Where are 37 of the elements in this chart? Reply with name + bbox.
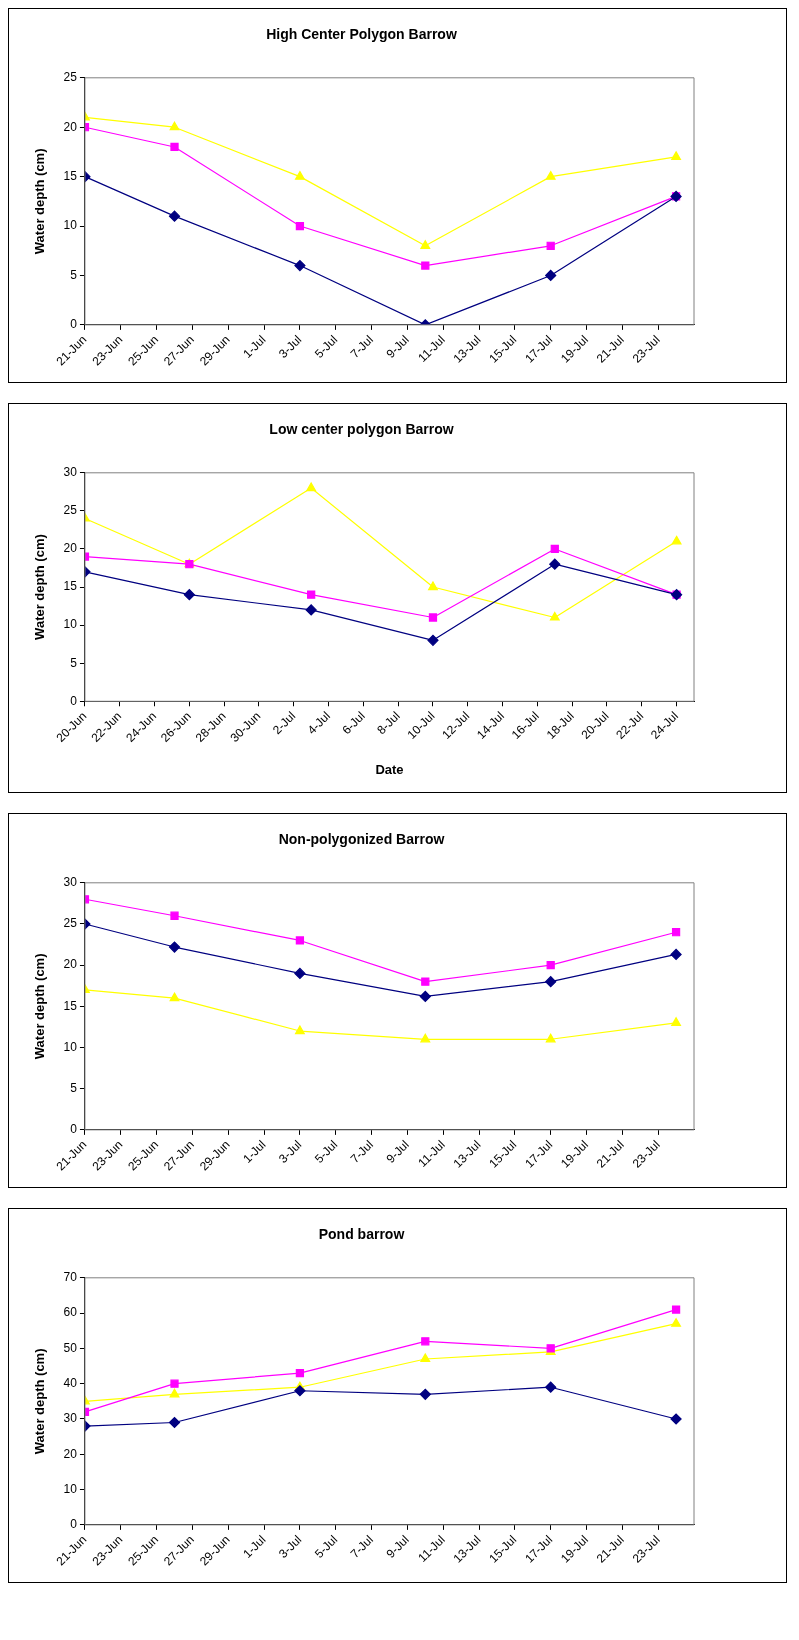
y-tick-label: 0 <box>70 1122 78 1137</box>
y-tick-label: 5 <box>70 655 78 670</box>
y-axis-title: Water depth (cm) <box>32 953 48 1060</box>
y-tick-label: 30 <box>63 465 78 480</box>
chart-title: Low center polygon Barrow <box>269 421 454 438</box>
y-tick-label: 30 <box>63 1411 78 1426</box>
y-axis-title: Water depth (cm) <box>32 534 48 640</box>
y-tick-label: 25 <box>63 916 78 931</box>
y-tick-label: 10 <box>63 1481 78 1496</box>
x-axis-title: Date <box>375 761 404 777</box>
y-tick-label: 15 <box>63 998 78 1013</box>
y-tick-label: 20 <box>63 1446 78 1461</box>
y-tick-label: 5 <box>70 267 78 282</box>
y-tick-label: 5 <box>70 1081 78 1096</box>
y-tick-label: 60 <box>63 1305 78 1320</box>
y-axis-title: Water depth (cm) <box>32 148 48 255</box>
y-tick-label: 0 <box>70 1517 78 1532</box>
y-tick-label: 10 <box>63 617 78 632</box>
y-tick-label: 50 <box>63 1340 78 1355</box>
y-tick-label: 15 <box>63 168 78 183</box>
y-tick-label: 20 <box>63 119 78 134</box>
y-tick-label: 0 <box>70 317 78 332</box>
y-tick-label: 30 <box>63 875 78 890</box>
chart-title: Pond barrow <box>318 1226 405 1243</box>
y-tick-label: 20 <box>63 957 78 972</box>
chart-title: Non-polygonized Barrow <box>278 831 445 848</box>
y-tick-label: 10 <box>63 218 78 233</box>
y-tick-label: 10 <box>63 1039 78 1054</box>
y-tick-label: 25 <box>63 503 78 518</box>
y-tick-label: 15 <box>63 579 78 594</box>
y-tick-label: 0 <box>70 693 78 708</box>
y-tick-label: 70 <box>63 1270 78 1285</box>
y-tick-label: 25 <box>63 70 78 85</box>
y-tick-label: 40 <box>63 1376 78 1390</box>
chart-title: High Center Polygon Barrow <box>266 26 457 43</box>
y-tick-label: 20 <box>63 541 78 556</box>
y-axis-title: Water depth (cm) <box>32 1348 48 1455</box>
